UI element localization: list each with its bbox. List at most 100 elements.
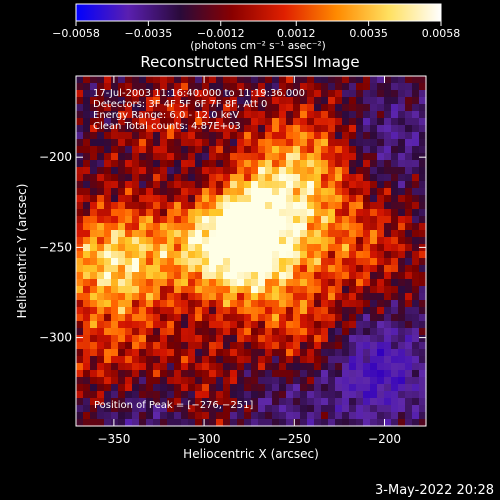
heatmap-cell [258,272,266,280]
heatmap-cell [97,293,105,301]
heatmap-cell [293,356,301,364]
heatmap-cell [384,286,392,294]
heatmap-cell [258,286,266,294]
heatmap-cell [97,349,105,357]
heatmap-cell [412,146,420,154]
heatmap-cell [412,398,420,406]
heatmap-cell [377,412,385,420]
heatmap-cell [265,279,273,287]
heatmap-cell [132,104,140,112]
heatmap-cell [244,356,252,364]
heatmap-cell [125,153,133,161]
heatmap-cell [209,202,217,210]
heatmap-cell [342,419,350,427]
heatmap-cell [223,412,231,420]
heatmap-cell [391,97,399,105]
heatmap-cell [370,174,378,182]
heatmap-cell [104,97,112,105]
heatmap-cell [174,146,182,154]
heatmap-cell [153,97,161,105]
heatmap-cell [293,342,301,350]
heatmap-cell [328,76,336,84]
heatmap-cell [384,139,392,147]
heatmap-cell [321,391,329,399]
heatmap-cell [258,209,266,217]
heatmap-cell [321,370,329,378]
heatmap-cell [132,293,140,301]
heatmap-cell [153,363,161,371]
heatmap-cell [139,391,147,399]
heatmap-cell [83,181,91,189]
heatmap-cell [139,314,147,322]
heatmap-cell [195,160,203,168]
heatmap-cell [314,300,322,308]
heatmap-cell [384,209,392,217]
heatmap-cell [202,356,210,364]
heatmap-cell [321,363,329,371]
heatmap-cell [76,251,84,259]
heatmap-cell [146,328,154,336]
heatmap-cell [167,342,175,350]
heatmap-cell [146,314,154,322]
heatmap-cell [153,202,161,210]
heatmap-cell [398,153,406,161]
heatmap-cell [160,328,168,336]
heatmap-cell [377,237,385,245]
heatmap-cell [118,293,126,301]
heatmap-cell [342,132,350,140]
heatmap-cell [209,244,217,252]
heatmap-cell [76,132,84,140]
heatmap-cell [244,76,252,84]
heatmap-cell [167,97,175,105]
heatmap-cell [328,230,336,238]
heatmap-cell [83,300,91,308]
heatmap-cell [132,195,140,203]
heatmap-cell [384,328,392,336]
heatmap-cell [370,244,378,252]
heatmap-cell [83,370,91,378]
heatmap-cell [174,321,182,329]
heatmap-cell [335,188,343,196]
heatmap-cell [265,209,273,217]
heatmap-cell [174,342,182,350]
heatmap-cell [202,111,210,119]
heatmap-cell [356,258,364,266]
heatmap-cell [90,307,98,315]
heatmap-cell [104,391,112,399]
heatmap-cell [419,265,427,273]
heatmap-cell [251,90,259,98]
heatmap-cell [160,181,168,189]
heatmap-cell [230,272,238,280]
heatmap-cell [356,230,364,238]
heatmap-cell [90,167,98,175]
heatmap-cell [132,405,140,413]
heatmap-cell [97,300,105,308]
heatmap-cell [321,174,329,182]
heatmap-cell [363,363,371,371]
heatmap-cell [153,216,161,224]
heatmap-cell [132,377,140,385]
heatmap-cell [419,307,427,315]
heatmap-cell [300,104,308,112]
heatmap-cell [272,307,280,315]
heatmap-cell [181,97,189,105]
heatmap-cell [321,398,329,406]
heatmap-cell [181,90,189,98]
heatmap-cell [181,335,189,343]
heatmap-cell [328,286,336,294]
heatmap-cell [132,167,140,175]
heatmap-cell [356,167,364,175]
heatmap-cell [398,377,406,385]
heatmap-cell [300,146,308,154]
heatmap-cell [174,125,182,133]
heatmap-cell [314,419,322,427]
heatmap-cell [146,384,154,392]
heatmap-cell [111,104,119,112]
heatmap-cell [377,286,385,294]
heatmap-cell [412,300,420,308]
heatmap-cell [258,391,266,399]
heatmap-cell [230,370,238,378]
heatmap-cell [356,412,364,420]
heatmap-cell [83,174,91,182]
heatmap-cell [314,216,322,224]
